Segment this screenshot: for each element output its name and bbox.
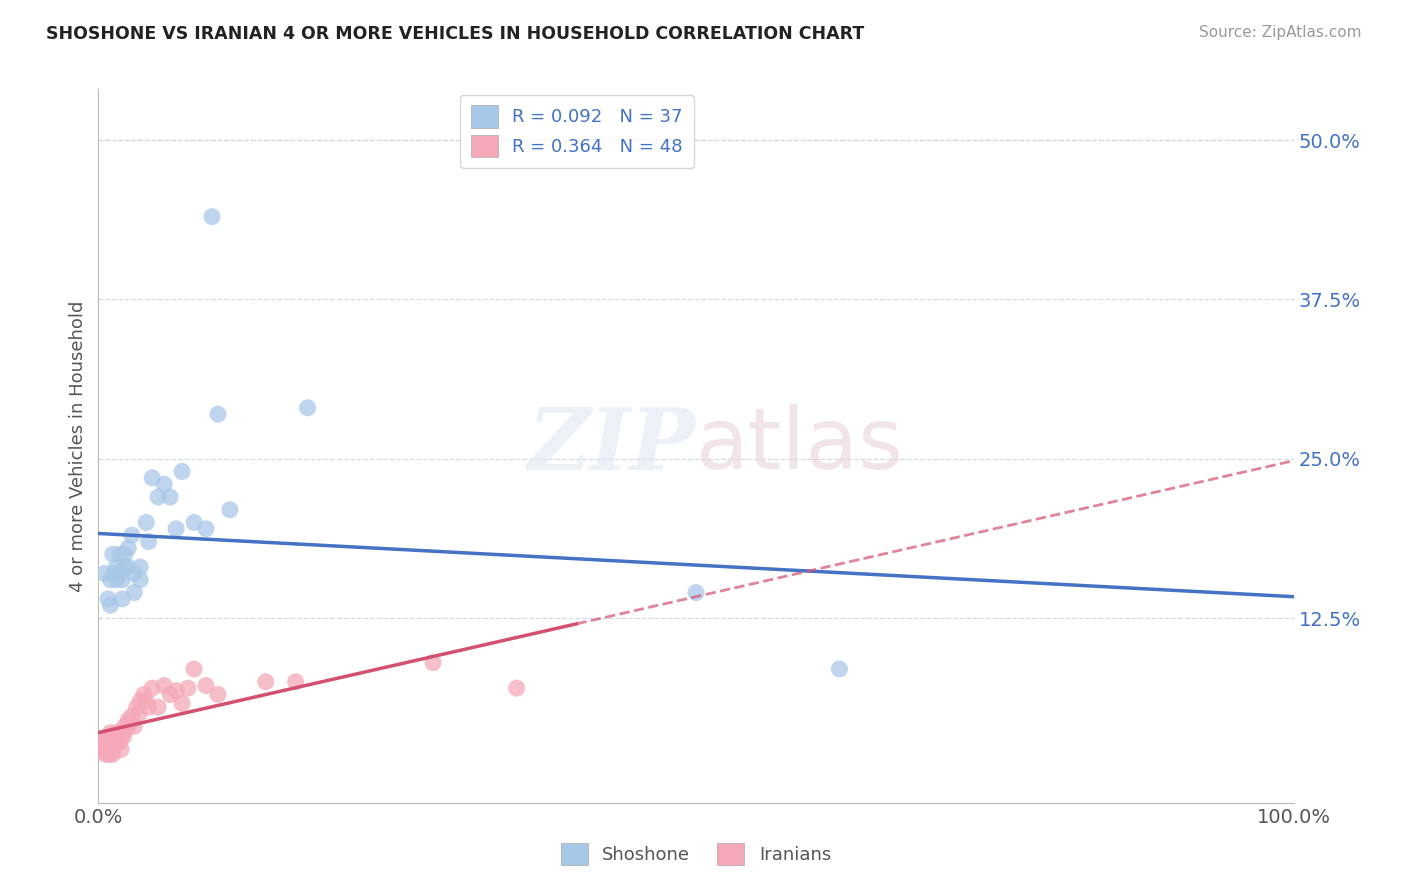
Point	[153, 679, 176, 693]
Point	[103, 566, 125, 581]
Point	[97, 591, 120, 606]
Point	[128, 706, 150, 721]
Text: atlas: atlas	[696, 404, 904, 488]
Point	[138, 534, 160, 549]
Point	[96, 739, 118, 753]
Point	[111, 573, 134, 587]
Point	[124, 719, 146, 733]
Point	[141, 681, 163, 695]
Point	[124, 585, 146, 599]
Point	[100, 742, 122, 756]
Point	[98, 573, 122, 587]
Point	[101, 747, 124, 762]
Point	[114, 719, 136, 733]
Point	[97, 742, 120, 756]
Point	[112, 730, 135, 744]
Point	[159, 688, 181, 702]
Point	[159, 490, 181, 504]
Point	[284, 674, 307, 689]
Point	[107, 734, 129, 748]
Point	[165, 522, 187, 536]
Point	[98, 599, 122, 613]
Point	[91, 732, 114, 747]
Point	[183, 516, 205, 530]
Point	[117, 541, 139, 555]
Point	[828, 662, 851, 676]
Point	[91, 739, 114, 753]
Point	[114, 560, 136, 574]
Point	[118, 716, 141, 731]
Point	[117, 713, 139, 727]
Point	[138, 700, 160, 714]
Point	[96, 732, 118, 747]
Text: Source: ZipAtlas.com: Source: ZipAtlas.com	[1198, 25, 1361, 40]
Point	[135, 694, 157, 708]
Point	[117, 560, 139, 574]
Point	[165, 683, 187, 698]
Point	[172, 697, 194, 711]
Point	[124, 566, 146, 581]
Point	[422, 656, 444, 670]
Point	[97, 734, 120, 748]
Point	[207, 688, 229, 702]
Point	[129, 694, 152, 708]
Point	[183, 662, 205, 676]
Point	[114, 547, 136, 561]
Point	[172, 465, 194, 479]
Point	[105, 725, 128, 739]
Point	[254, 674, 277, 689]
Point	[121, 528, 143, 542]
Point	[195, 522, 218, 536]
Y-axis label: 4 or more Vehicles in Household: 4 or more Vehicles in Household	[69, 301, 87, 591]
Point	[105, 573, 128, 587]
Point	[195, 679, 218, 693]
Point	[201, 210, 224, 224]
Text: SHOSHONE VS IRANIAN 4 OR MORE VEHICLES IN HOUSEHOLD CORRELATION CHART: SHOSHONE VS IRANIAN 4 OR MORE VEHICLES I…	[46, 25, 865, 43]
Point	[93, 566, 115, 581]
Point	[98, 747, 121, 762]
Point	[129, 573, 152, 587]
Point	[108, 566, 131, 581]
Point	[219, 502, 242, 516]
Point	[105, 560, 128, 574]
Point	[125, 700, 148, 714]
Point	[103, 734, 125, 748]
Point	[132, 688, 155, 702]
Point	[207, 407, 229, 421]
Point	[297, 401, 319, 415]
Point	[108, 547, 131, 561]
Legend: Shoshone, Iranians: Shoshone, Iranians	[554, 836, 838, 872]
Text: ZIP: ZIP	[529, 404, 696, 488]
Point	[94, 747, 117, 762]
Point	[108, 734, 131, 748]
Point	[107, 730, 129, 744]
Point	[685, 585, 707, 599]
Point	[101, 547, 124, 561]
Point	[98, 725, 122, 739]
Point	[141, 471, 163, 485]
Point	[111, 725, 134, 739]
Point	[93, 745, 115, 759]
Point	[121, 709, 143, 723]
Point	[135, 516, 157, 530]
Point	[148, 700, 170, 714]
Point	[153, 477, 176, 491]
Point	[104, 739, 127, 753]
Point	[129, 560, 152, 574]
Point	[110, 742, 132, 756]
Point	[177, 681, 200, 695]
Point	[111, 591, 134, 606]
Point	[148, 490, 170, 504]
Point	[98, 745, 122, 759]
Point	[506, 681, 529, 695]
Point	[115, 722, 138, 736]
